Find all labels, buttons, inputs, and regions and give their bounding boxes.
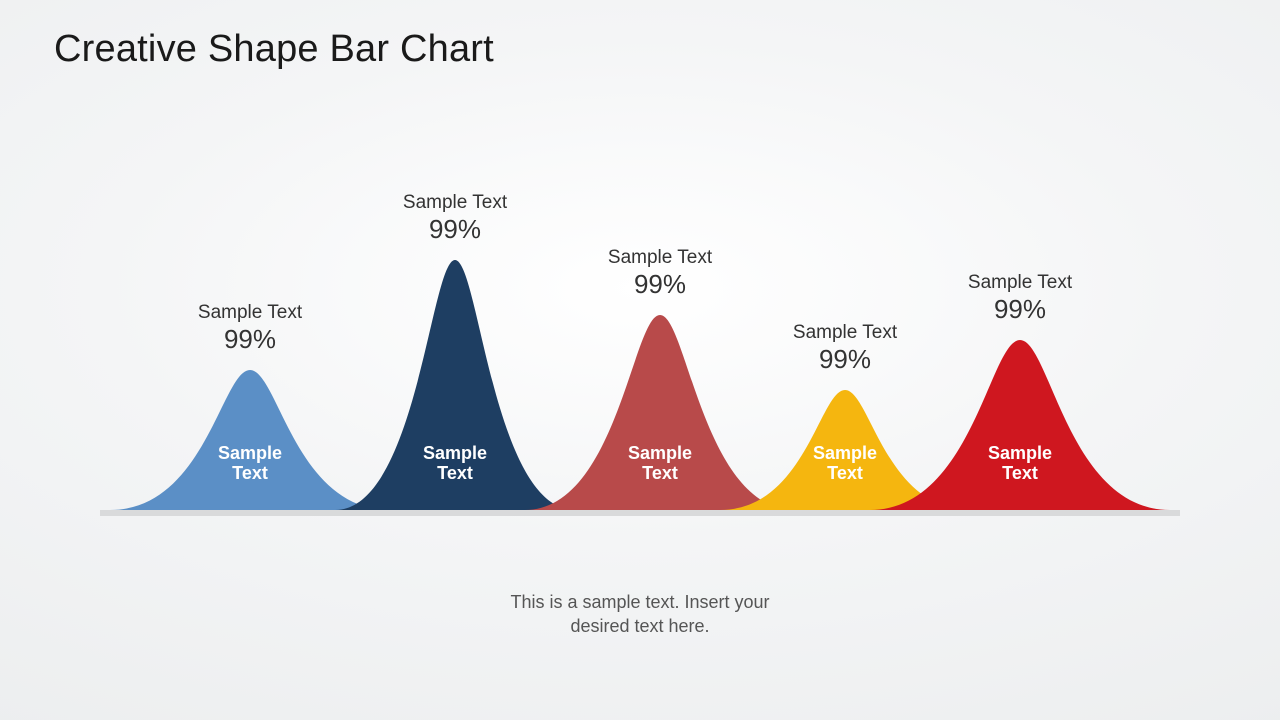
bell-top-label-text: Sample Text (365, 192, 545, 214)
bell-inner-label: SampleText (600, 443, 720, 484)
bell-top-label-value: 99% (570, 269, 750, 300)
bell-top-label-text: Sample Text (930, 272, 1110, 294)
bell-top-label-text: Sample Text (160, 302, 340, 324)
footer-caption: This is a sample text. Insert yourdesire… (0, 590, 1280, 639)
bell-top-label-value: 99% (930, 294, 1110, 325)
bell-top-label: Sample Text99% (160, 302, 340, 355)
bell-inner-label: SampleText (190, 443, 310, 484)
bell-shape: SampleText (870, 340, 1170, 510)
bell-top-label-value: 99% (160, 324, 340, 355)
bell-inner-label: SampleText (395, 443, 515, 484)
bell-top-label: Sample Text99% (930, 272, 1110, 325)
bell-top-label-value: 99% (365, 214, 545, 245)
chart-baseline (100, 510, 1180, 516)
bell-inner-label: SampleText (960, 443, 1080, 484)
bell-top-label: Sample Text99% (365, 192, 545, 245)
bell-top-label-text: Sample Text (570, 247, 750, 269)
bell-top-label: Sample Text99% (570, 247, 750, 300)
